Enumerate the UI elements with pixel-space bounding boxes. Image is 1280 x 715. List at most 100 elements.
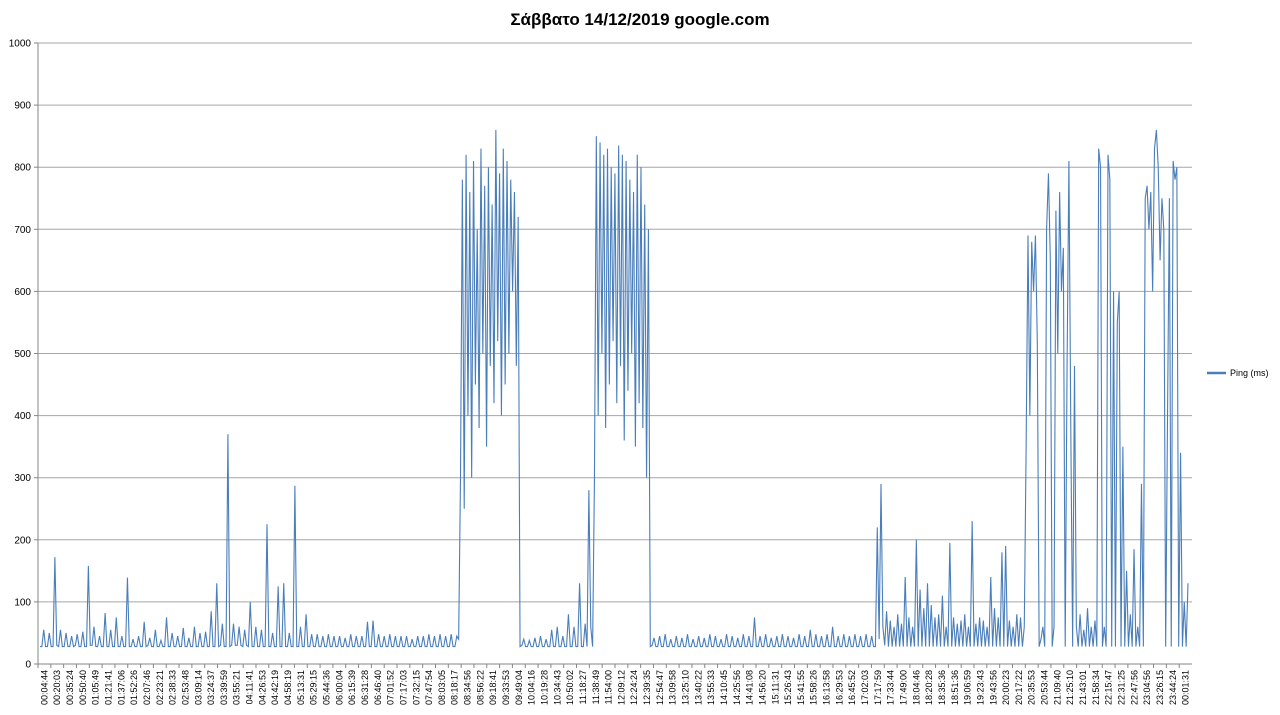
- x-tick-label: 13:55:33: [706, 670, 716, 705]
- x-tick-label: 17:02:03: [860, 670, 870, 705]
- x-tick-label: 09:18:41: [488, 670, 498, 705]
- x-tick-label: 07:47:54: [424, 670, 434, 705]
- x-tick-label: 04:58:19: [283, 670, 293, 705]
- x-tick-label: 00:20:03: [52, 670, 62, 705]
- x-tick-label: 14:56:20: [757, 670, 767, 705]
- x-tick-label: 11:54:00: [604, 670, 614, 704]
- x-tick-label: 04:26:53: [257, 670, 267, 705]
- x-tick-label: 10:04:16: [527, 670, 537, 705]
- x-tick-label: 07:01:52: [386, 670, 396, 705]
- x-tick-label: 15:11:31: [770, 670, 780, 704]
- x-tick-label: 21:58:34: [1091, 670, 1101, 705]
- x-tick-label: 20:35:53: [1027, 670, 1037, 705]
- y-tick-label: 400: [14, 411, 31, 422]
- x-tick-label: 15:58:26: [809, 670, 819, 705]
- y-tick-label: 900: [14, 101, 31, 112]
- x-tick-label: 23:26:15: [1155, 670, 1165, 705]
- x-tick-label: 18:51:36: [950, 670, 960, 705]
- x-tick-label: 15:26:43: [783, 670, 793, 705]
- x-tick-label: 22:47:56: [1129, 670, 1139, 705]
- x-tick-label: 14:10:45: [719, 670, 729, 705]
- y-axis-ticks: 0 100 200 300 400 500 600 700 800 900 1000: [9, 39, 38, 671]
- x-tick-label: 06:00:04: [334, 670, 344, 705]
- x-tick-label: 05:44:36: [322, 670, 332, 705]
- x-tick-label: 21:09:40: [1052, 670, 1062, 705]
- x-tick-label: 17:49:00: [899, 670, 909, 705]
- x-tick-label: 13:40:22: [693, 670, 703, 705]
- x-tick-label: 10:19:28: [539, 670, 549, 705]
- gridlines: [38, 42, 1192, 603]
- x-tick-label: 08:03:05: [437, 670, 447, 705]
- x-tick-label: 09:33:53: [501, 670, 511, 705]
- x-tick-label: 11:18:27: [578, 670, 588, 704]
- y-tick-label: 800: [14, 163, 31, 174]
- y-tick-label: 100: [14, 597, 31, 608]
- x-tick-label: 04:42:19: [270, 670, 280, 705]
- x-tick-label: 21:25:10: [1065, 670, 1075, 705]
- x-tick-label: 22:31:25: [1116, 670, 1126, 705]
- x-tick-label: 16:45:52: [847, 670, 857, 705]
- x-tick-label: 10:34:43: [552, 670, 562, 705]
- x-tick-label: 08:56:22: [475, 670, 485, 705]
- x-tick-label: 18:04:46: [911, 670, 921, 705]
- x-tick-label: 00:04:44: [39, 670, 49, 705]
- legend: Ping (ms): [1207, 368, 1269, 378]
- y-tick-label: 0: [25, 660, 31, 671]
- x-tick-label: 01:21:41: [104, 670, 114, 705]
- x-tick-label: 22:15:47: [1104, 670, 1114, 705]
- x-tick-label: 06:15:39: [347, 670, 357, 705]
- x-tick-label: 02:23:21: [155, 670, 165, 705]
- x-tick-label: 05:13:31: [296, 670, 306, 705]
- x-tick-label: 01:52:26: [129, 670, 139, 705]
- x-tick-label: 06:46:40: [373, 670, 383, 705]
- y-tick-label: 600: [14, 287, 31, 298]
- x-tick-label: 20:00:23: [1001, 670, 1011, 705]
- series-layer: [40, 129, 1189, 648]
- y-tick-label: 300: [14, 473, 31, 484]
- x-tick-label: 06:31:28: [360, 670, 370, 705]
- x-tick-label: 00:50:40: [78, 670, 88, 705]
- x-tick-label: 23:44:24: [1168, 670, 1178, 705]
- x-tick-label: 11:38:49: [591, 670, 601, 704]
- x-tick-label: 16:13:58: [822, 670, 832, 705]
- x-tick-label: 02:53:48: [180, 670, 190, 705]
- x-tick-label: 15:41:55: [796, 670, 806, 705]
- x-tick-label: 23:04:56: [1142, 670, 1152, 705]
- chart-title: Σάββατο 14/12/2019 google.com: [510, 10, 769, 29]
- x-tick-label: 14:25:56: [732, 670, 742, 705]
- x-tick-label: 08:18:17: [450, 670, 460, 705]
- series-line-ping: [40, 129, 1189, 648]
- y-tick-label: 200: [14, 535, 31, 546]
- x-tick-label: 10:50:02: [565, 670, 575, 705]
- x-tick-label: 01:05:49: [91, 670, 101, 705]
- x-tick-label: 21:43:01: [1078, 670, 1088, 705]
- x-tick-label: 16:29:53: [834, 670, 844, 705]
- x-tick-label: 03:55:21: [232, 670, 242, 705]
- x-tick-label: 19:23:43: [975, 670, 985, 705]
- x-tick-label: 18:35:36: [937, 670, 947, 705]
- x-tick-label: 20:17:22: [1014, 670, 1024, 705]
- x-tick-label: 13:09:58: [668, 670, 678, 705]
- x-tick-label: 05:29:15: [309, 670, 319, 705]
- x-tick-label: 04:11:41: [245, 670, 255, 704]
- x-tick-label: 19:06:59: [963, 670, 973, 705]
- y-tick-label: 500: [14, 349, 31, 360]
- x-tick-label: 08:34:56: [463, 670, 473, 705]
- x-tick-label: 09:49:04: [514, 670, 524, 705]
- x-tick-label: 17:33:44: [886, 670, 896, 705]
- x-axis-ticks: 00:04:44 00:20:03 00:35:24 00:50:40 01:05:49…: [37, 664, 1191, 705]
- y-tick-label: 700: [14, 225, 31, 236]
- x-tick-label: 12:54:47: [655, 670, 665, 705]
- x-tick-label: 14:41:08: [745, 670, 755, 705]
- x-tick-label: 20:53:44: [1040, 670, 1050, 705]
- x-tick-label: 02:38:33: [168, 670, 178, 705]
- x-tick-label: 18:20:28: [924, 670, 934, 705]
- legend-label-ping: Ping (ms): [1230, 368, 1269, 378]
- x-tick-label: 00:35:24: [65, 670, 75, 705]
- x-tick-label: 00:01:31: [1181, 670, 1191, 705]
- x-tick-label: 19:43:56: [988, 670, 998, 705]
- x-tick-label: 03:39:59: [219, 670, 229, 705]
- x-tick-label: 13:25:10: [681, 670, 691, 705]
